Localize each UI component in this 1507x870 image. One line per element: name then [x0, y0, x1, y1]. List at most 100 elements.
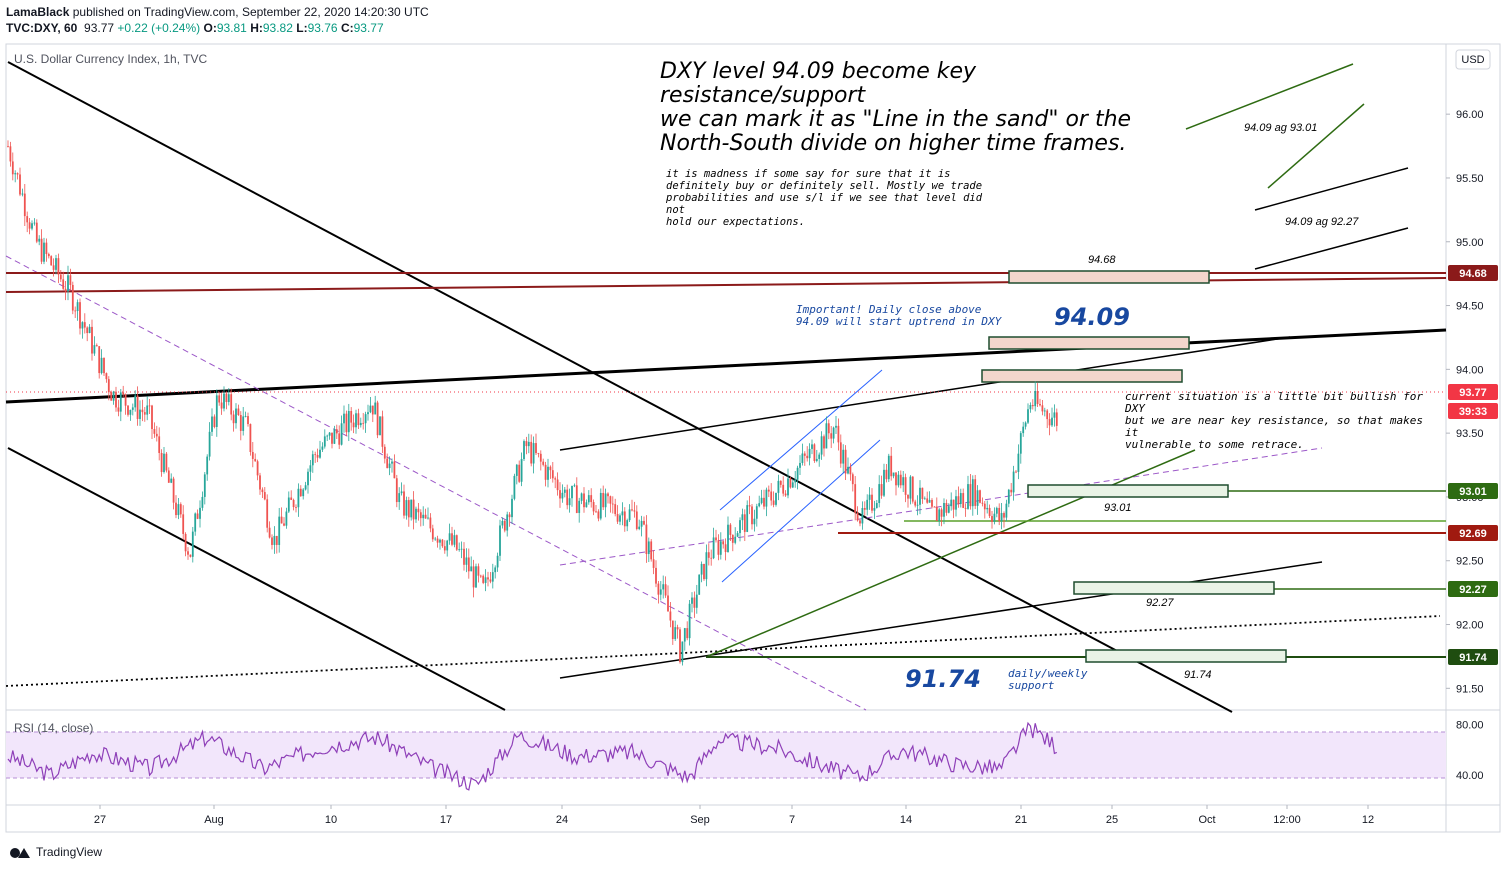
candle-body [604, 493, 607, 508]
candle-body [631, 509, 633, 511]
candle-body [107, 379, 110, 393]
zone-93-9[interactable] [981, 369, 1183, 383]
candle-body [443, 546, 446, 551]
time-tick-label: 21 [1015, 814, 1027, 826]
scenario-line-4[interactable] [1254, 227, 1409, 270]
headline-annotation[interactable]: DXY level 94.09 become key resistance/su… [660, 59, 1132, 156]
candle-body [254, 458, 257, 462]
candle-body [595, 511, 597, 513]
candle-body [453, 535, 456, 545]
candle-body [643, 520, 645, 525]
candle-body [311, 454, 314, 466]
candle-body [693, 597, 696, 608]
scenario-line-2[interactable] [1267, 103, 1365, 189]
candle-body [403, 491, 405, 516]
candle-body [230, 394, 233, 415]
candle-body [19, 174, 21, 195]
candle-body [957, 496, 960, 504]
support-annotation[interactable]: daily/weekly support [1008, 667, 1088, 692]
candle-body [280, 516, 283, 524]
green-uptrend-line[interactable] [705, 449, 1196, 658]
candle-body [655, 567, 657, 584]
rising-wedge-top[interactable] [559, 336, 1291, 451]
blue-channel-bottom[interactable] [721, 439, 881, 583]
dotted-support-line[interactable] [5, 615, 1441, 687]
purple-dashed-downtrend[interactable] [5, 255, 867, 711]
important-annotation[interactable]: Important! Daily close above 94.09 will … [796, 303, 1002, 328]
candle-body [115, 391, 117, 408]
candle-body [105, 373, 108, 380]
candle-body [47, 254, 50, 257]
candle-body [729, 524, 732, 535]
purple-dashed-uptrend[interactable] [559, 447, 1323, 566]
candle-body [791, 482, 794, 488]
currency-button[interactable] [1455, 49, 1491, 70]
candle-body [1012, 471, 1015, 493]
candle-body [52, 265, 55, 270]
candle-body [952, 499, 955, 510]
drawings[interactable] [5, 61, 1447, 713]
candle-body [818, 454, 821, 459]
sloped-red-line[interactable] [5, 277, 1447, 293]
candle-body [1034, 390, 1037, 407]
candle-body [103, 357, 105, 374]
candle-body [50, 256, 53, 266]
lower-channel-line[interactable] [7, 447, 506, 711]
candle-body [823, 436, 825, 449]
candle-body [479, 575, 482, 577]
zone-93-01[interactable] [1027, 484, 1229, 498]
big-level-94-09[interactable]: 94.09 [1054, 303, 1130, 331]
candles[interactable] [7, 140, 1058, 666]
candle-body [748, 505, 751, 507]
candle-body [563, 489, 566, 493]
key-resistance-trendline[interactable] [5, 328, 1447, 404]
candle-body [429, 517, 432, 529]
price-badges: 94.68 93.77 39:33 93.01 92.69 92.27 91.74 [1448, 265, 1498, 665]
zone-94-09[interactable] [988, 336, 1190, 350]
big-level-91-74[interactable]: 91.74 [905, 665, 981, 693]
candle-body [775, 492, 777, 505]
candle-body [340, 423, 343, 445]
candle-body [424, 514, 427, 519]
footer-brand[interactable]: TradingView [8, 844, 102, 860]
candle-body [220, 402, 223, 409]
candle-body [938, 509, 941, 521]
candle-body [940, 509, 943, 517]
candle-body [268, 527, 271, 538]
candle-body [175, 502, 177, 516]
candle-body [513, 475, 516, 499]
zone-94-68[interactable] [1008, 270, 1210, 284]
candle-body [439, 539, 441, 543]
time-axis[interactable]: 27 Aug 10 17 24 Sep 7 14 21 25 Oct 12:00 12 [94, 805, 1374, 826]
candle-body [141, 409, 144, 413]
time-tick-label: 27 [94, 814, 106, 826]
blue-channel-top[interactable] [719, 369, 883, 511]
candle-body [302, 489, 305, 497]
candle-body [16, 173, 19, 175]
candle-body [832, 427, 835, 439]
candle-body [859, 520, 861, 524]
candle-body [14, 173, 17, 175]
candle-body [983, 503, 986, 510]
candle-body [496, 555, 499, 568]
price-badge-label: 93.01 [1459, 486, 1487, 498]
candle-body [170, 478, 173, 483]
zone-92-27[interactable] [1073, 581, 1275, 595]
candle-body [304, 485, 307, 490]
upper-channel-line[interactable] [7, 61, 1233, 713]
scenario-line-3[interactable] [1254, 167, 1409, 211]
price-badge [1448, 483, 1498, 499]
author-name[interactable]: LamaBlack [6, 5, 70, 19]
zone-91-74[interactable] [1085, 649, 1287, 663]
candle-body [206, 456, 209, 475]
candle-body [883, 469, 885, 496]
currency-button-label[interactable]: USD [1461, 54, 1484, 66]
candle-body [722, 541, 725, 545]
body-annotation[interactable]: it is madness if some say for sure that … [666, 168, 983, 228]
candle-body [331, 432, 333, 444]
scenario-line-1[interactable] [1185, 63, 1354, 130]
candle-body [38, 238, 41, 242]
price-axis[interactable]: 96.0095.5095.0094.5094.0093.5093.0092.50… [1446, 109, 1484, 695]
current-situation-annotation[interactable]: current situation is a little bit bullis… [1125, 390, 1424, 451]
